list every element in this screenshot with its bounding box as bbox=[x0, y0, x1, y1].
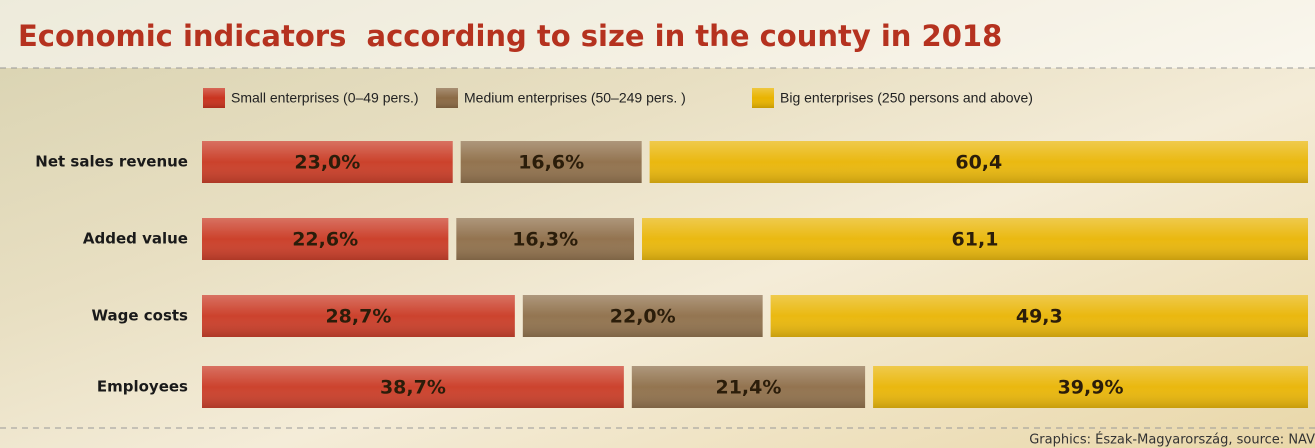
title-band bbox=[0, 0, 1315, 68]
bar-shine bbox=[631, 366, 866, 408]
category-label: Added value bbox=[83, 230, 188, 248]
category-label: Wage costs bbox=[92, 307, 189, 325]
value-label: 21,4% bbox=[715, 377, 781, 399]
value-label: 49,3 bbox=[1016, 306, 1063, 328]
chart-title: Economic indicators according to size in… bbox=[18, 19, 1002, 53]
value-label: 23,0% bbox=[294, 152, 360, 174]
bar-shine bbox=[642, 218, 1308, 260]
bar-shine bbox=[202, 141, 453, 183]
value-label: 22,6% bbox=[292, 229, 358, 251]
category-label: Net sales revenue bbox=[35, 153, 188, 171]
legend-swatch-shine bbox=[436, 88, 458, 108]
bar-shine bbox=[202, 366, 624, 408]
bar-shine bbox=[456, 218, 635, 260]
value-label: 61,1 bbox=[952, 229, 999, 251]
source-note: Graphics: Észak-Magyarország, source: NA… bbox=[1029, 432, 1315, 448]
legend-swatch-shine bbox=[203, 88, 225, 108]
bar-shine bbox=[873, 366, 1308, 408]
bar-shine bbox=[202, 218, 449, 260]
bar-shine bbox=[649, 141, 1308, 183]
value-label: 60,4 bbox=[955, 152, 1002, 174]
bar-shine bbox=[202, 295, 515, 337]
legend-label: Small enterprises (0–49 pers.) bbox=[231, 90, 419, 106]
value-label: 38,7% bbox=[380, 377, 446, 399]
bar-shine bbox=[522, 295, 763, 337]
category-label: Employees bbox=[97, 378, 188, 396]
legend-label: Big enterprises (250 persons and above) bbox=[780, 90, 1033, 106]
bar-shine bbox=[460, 141, 642, 183]
value-label: 16,6% bbox=[518, 152, 584, 174]
value-label: 22,0% bbox=[610, 306, 676, 328]
value-label: 28,7% bbox=[325, 306, 391, 328]
bar-shine bbox=[770, 295, 1308, 337]
legend-label: Medium enterprises (50–249 pers. ) bbox=[464, 90, 686, 106]
value-label: 16,3% bbox=[512, 229, 578, 251]
legend-swatch-shine bbox=[752, 88, 774, 108]
value-label: 39,9% bbox=[1058, 377, 1124, 399]
